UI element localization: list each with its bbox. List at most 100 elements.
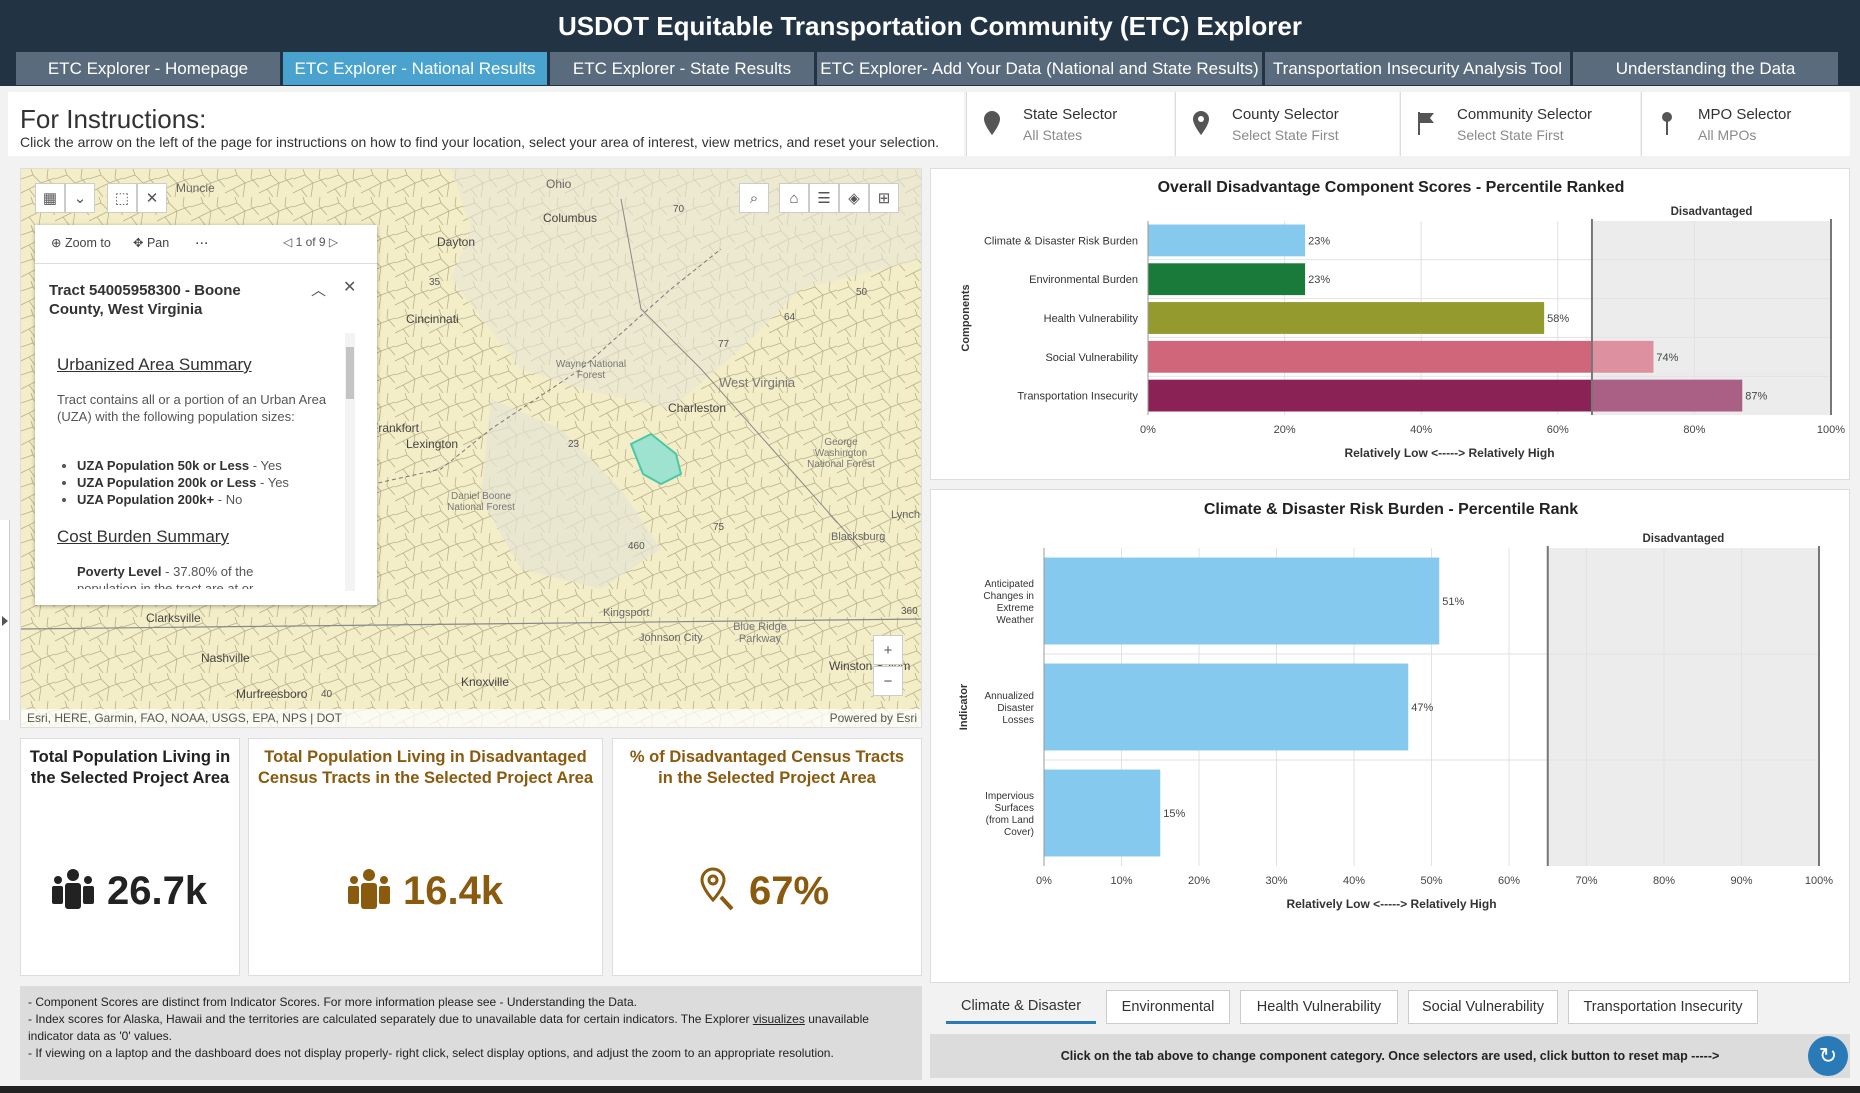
category-label: Transportation Insecurity: [1017, 391, 1138, 403]
county-selector-label: County Selector: [1232, 106, 1339, 123]
community-selector[interactable]: Community Selector Select State First: [1400, 92, 1640, 156]
chart-title: Climate & Disaster Risk Burden - Percent…: [1204, 501, 1578, 518]
x-tick-label: 20%: [1274, 424, 1296, 436]
disadvantaged-tracts-card: % of Disadvantaged Census Tracts in the …: [612, 738, 922, 976]
basemap-gallery-icon[interactable]: ⊞: [869, 183, 899, 213]
city-label: Kingsport: [603, 607, 650, 619]
urbanized-summary-heading: Urbanized Area Summary: [57, 355, 252, 374]
tab-transportation-insecurity[interactable]: Transportation Insecurity: [1568, 990, 1758, 1024]
refresh-icon: ↻: [1818, 1043, 1838, 1068]
category-label: Surfaces: [995, 803, 1034, 814]
zoom-out-icon[interactable]: −: [873, 666, 903, 696]
home-icon[interactable]: ⌂: [779, 183, 809, 213]
map-pin-icon: [984, 111, 1000, 135]
state-selector-label: State Selector: [1023, 106, 1118, 123]
nav-tabs: ETC Explorer - Homepage ETC Explorer - N…: [0, 52, 1860, 86]
component-tabs: Climate & Disaster Environmental Health …: [930, 990, 1850, 1026]
pan-button[interactable]: ✥ Pan: [133, 235, 169, 250]
layers-icon[interactable]: ◈: [839, 183, 869, 213]
data-label: 87%: [1745, 391, 1767, 403]
road-label: 50: [856, 287, 868, 298]
close-icon[interactable]: ✕: [137, 183, 167, 213]
bar: [1148, 340, 1654, 373]
mpo-selector[interactable]: MPO Selector All MPOs: [1641, 92, 1850, 156]
bar-highlight: [1591, 340, 1654, 373]
visualizes-link[interactable]: visualizes: [752, 1012, 805, 1026]
tab-understanding-data[interactable]: Understanding the Data: [1573, 52, 1839, 85]
zoom-in-icon[interactable]: +: [873, 635, 903, 665]
city-label: Frankfort: [371, 421, 420, 435]
state-selector[interactable]: State Selector All States: [966, 92, 1174, 156]
search-icon[interactable]: ⌕: [739, 183, 769, 213]
pan-icon: ✥: [133, 236, 147, 250]
map-attribution: Esri, HERE, Garmin, FAO, NOAA, USGS, EPA…: [21, 709, 921, 727]
chevron-down-icon[interactable]: ⌄: [65, 183, 95, 213]
data-label: 47%: [1411, 702, 1433, 714]
tab-health-vulnerability[interactable]: Health Vulnerability: [1240, 990, 1398, 1024]
select-area-icon[interactable]: ⬚: [107, 183, 137, 213]
climate-risk-chart: Climate & Disaster Risk Burden - Percent…: [958, 501, 1833, 911]
next-icon[interactable]: ▷: [325, 235, 339, 249]
card-title: Total Population Living in the Selected …: [29, 748, 231, 787]
x-tick-label: 80%: [1683, 424, 1705, 436]
bar: [1148, 302, 1545, 334]
park-label: Daniel Boone National Forest: [447, 491, 515, 513]
cost-burden-heading: Cost Burden Summary: [57, 527, 229, 546]
x-tick-label: 40%: [1410, 424, 1432, 436]
select-tool-icon[interactable]: ▦: [35, 183, 65, 213]
popup-scrollbar[interactable]: [345, 333, 355, 591]
more-options-button[interactable]: ...: [195, 231, 209, 248]
road-label: 460: [628, 541, 645, 552]
close-popup-icon[interactable]: ✕: [343, 279, 357, 296]
y-axis-title: Indicator: [958, 683, 970, 730]
note-line: - Index scores for Alaska, Hawaii and th…: [28, 1012, 869, 1043]
tab-social-vulnerability[interactable]: Social Vulnerability: [1408, 990, 1558, 1024]
city-label: Cincinnati: [406, 312, 459, 326]
instructions-drawer-handle[interactable]: [0, 520, 10, 720]
y-axis-title: Components: [960, 284, 972, 351]
climate-risk-panel: Climate & Disaster Risk Burden - Percent…: [930, 489, 1850, 983]
community-selector-value: Select State First: [1457, 127, 1564, 143]
x-tick-label: 0%: [1036, 875, 1052, 887]
tab-environmental[interactable]: Environmental: [1106, 990, 1230, 1024]
city-label: Columbus: [543, 211, 598, 225]
tab-national-results[interactable]: ETC Explorer - National Results: [283, 52, 548, 85]
disadvantaged-population-card: Total Population Living in Disadvantaged…: [248, 738, 603, 976]
city-label: Charleston: [668, 401, 727, 415]
zoom-to-button[interactable]: ⊕ Zoom to: [51, 235, 111, 250]
list-item: UZA Population 200k+ - No: [77, 491, 337, 508]
collapse-icon[interactable]: ︿: [311, 282, 327, 299]
tab-state-results[interactable]: ETC Explorer - State Results: [550, 52, 815, 85]
previous-icon[interactable]: ◁: [283, 235, 296, 249]
road-label: 77: [718, 339, 730, 350]
zoom-to-label: Zoom to: [64, 236, 111, 250]
city-label: Lexington: [406, 437, 459, 451]
reset-map-button[interactable]: ↻: [1808, 1036, 1848, 1076]
mpo-selector-value: All MPOs: [1698, 127, 1757, 143]
x-axis-title: Relatively Low <-----> Relatively High: [1344, 446, 1554, 460]
legend-icon[interactable]: ☰: [809, 183, 839, 213]
tab-homepage[interactable]: ETC Explorer - Homepage: [16, 52, 281, 85]
x-tick-label: 0%: [1140, 424, 1156, 436]
park-label: George Washington National Forest: [807, 437, 875, 470]
city-label: Clarksville: [146, 611, 201, 625]
tab-climate-disaster[interactable]: Climate & Disaster: [946, 990, 1096, 1024]
data-label: 58%: [1547, 313, 1569, 325]
tab-add-your-data[interactable]: ETC Explorer- Add Your Data (National an…: [817, 52, 1263, 85]
x-tick-label: 70%: [1575, 875, 1597, 887]
tab-transportation-insecurity-tool[interactable]: Transportation Insecurity Analysis Tool: [1265, 52, 1571, 85]
city-label: Muncie: [176, 181, 215, 195]
note-line: - If viewing on a laptop and the dashboa…: [28, 1046, 834, 1060]
feature-popup: ⊕ Zoom to ✥ Pan ... ◁ 1 of 9 ▷ Tract 540…: [35, 225, 377, 605]
county-selector[interactable]: County Selector Select State First: [1175, 92, 1399, 156]
footer-text: Click on the tab above to change compone…: [1060, 1049, 1720, 1063]
category-label: Impervious: [985, 791, 1034, 802]
threshold-label: Disadvantaged: [1642, 533, 1724, 545]
card-value: 16.4k: [403, 869, 504, 913]
map-view[interactable]: Muncie Ohio Columbus Dayton Cincinnati F…: [20, 168, 922, 728]
category-label: Changes in: [983, 591, 1034, 602]
location-search-icon: [700, 867, 734, 911]
instructions-panel: For Instructions: Click the arrow on the…: [8, 92, 964, 156]
road-label: 70: [673, 204, 685, 215]
category-label: Cover): [1004, 827, 1034, 838]
